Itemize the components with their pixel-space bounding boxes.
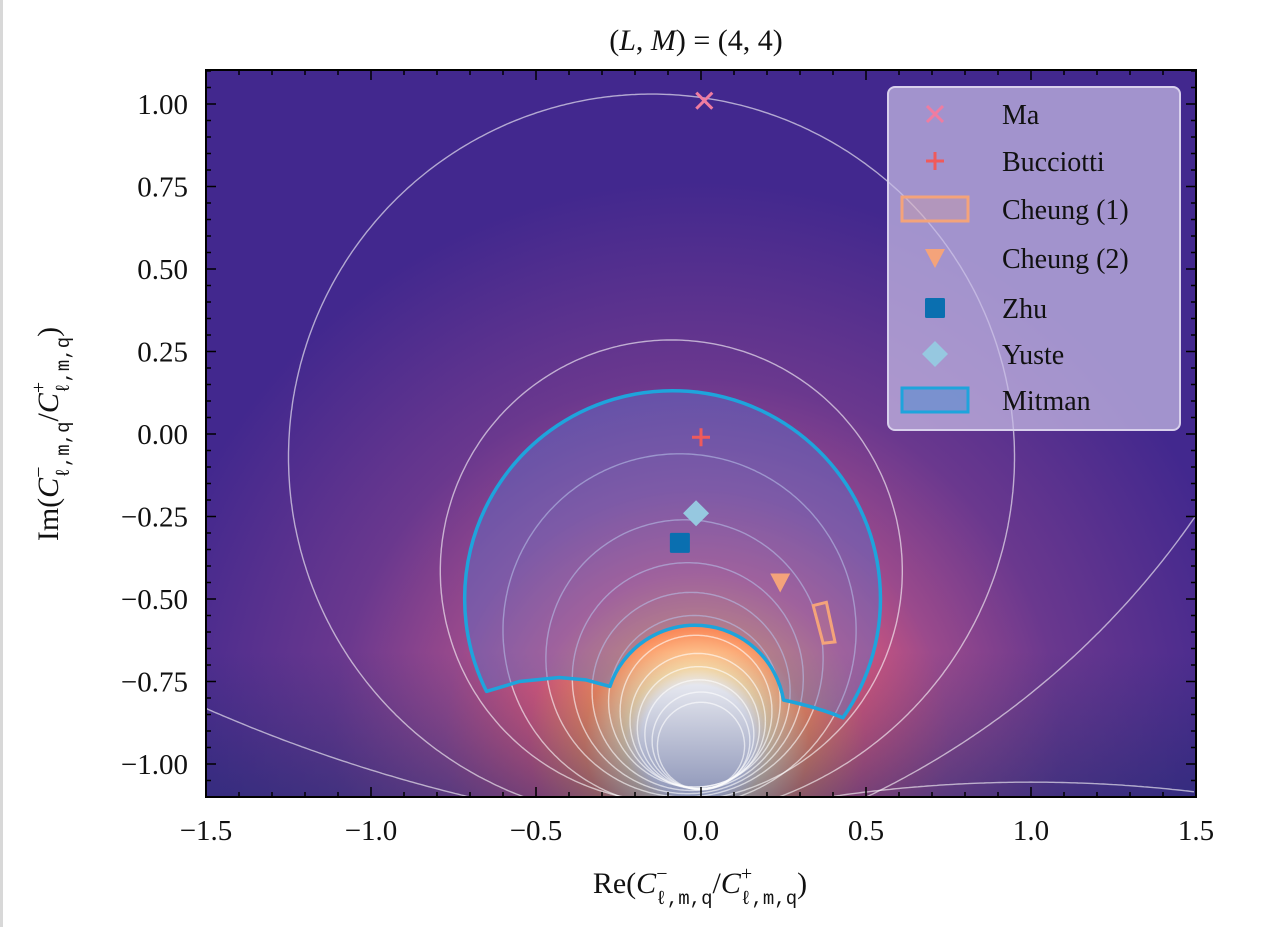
contour-line <box>545 519 824 797</box>
legend-marker-icon <box>925 298 945 318</box>
plus-marker-icon <box>926 152 944 170</box>
legend-item: Zhu <box>925 294 1047 325</box>
contour-line <box>206 707 1196 797</box>
legend-item: Cheung (2) <box>925 244 1129 275</box>
tick-marks <box>205 70 1197 798</box>
legend-item: Mitman <box>900 386 1091 417</box>
legend-item: Yuste <box>922 340 1064 371</box>
cheung1-region <box>811 600 837 645</box>
x-tick-label: 1.5 <box>1178 815 1214 847</box>
legend-marker-icon <box>925 249 945 268</box>
legend-marker-icon <box>900 386 970 414</box>
legend: Ma Bucciotti Cheung (1) Cheung (2) Zhu Yuste M… <box>887 86 1181 431</box>
y-tick-label: 0.25 <box>137 337 188 369</box>
y-tick-label: 0.75 <box>137 172 188 204</box>
y-tick-label: −0.25 <box>121 502 188 534</box>
plus-marker-icon <box>692 428 710 447</box>
legend-label: Cheung (2) <box>1002 244 1129 275</box>
x-tick-label: −1.0 <box>345 815 398 847</box>
legend-marker-icon <box>926 152 944 170</box>
y-tick-label: −0.75 <box>121 667 188 699</box>
legend-label: Zhu <box>1002 294 1047 325</box>
y-tick-label: 1.00 <box>137 89 188 121</box>
point-bucciotti <box>692 428 710 447</box>
legend-marker-icon <box>900 195 970 223</box>
legend-item: Ma <box>925 100 1040 131</box>
regions <box>462 388 883 720</box>
legend-label: Bucciotti <box>1002 147 1105 178</box>
x-marker-icon <box>925 104 945 124</box>
axis-ticks <box>205 70 1197 798</box>
x-tick-label: −1.5 <box>180 815 233 847</box>
x-tick-label: 0.5 <box>848 815 884 847</box>
window-edge <box>0 0 3 927</box>
point-ma <box>695 91 714 110</box>
contour-line <box>656 701 746 791</box>
contour-line <box>502 453 857 797</box>
contour-line <box>866 516 1196 797</box>
x-tick-label: −0.5 <box>510 815 563 847</box>
legend-label: Mitman <box>1002 386 1091 417</box>
legend-item: Bucciotti <box>926 147 1105 178</box>
data-points <box>669 91 791 593</box>
legend-marker-icon <box>925 104 945 124</box>
x-axis-label: Re(C− ℓ,m,q/C+ ℓ,m,q) <box>593 863 807 910</box>
y-tick-label: 0.50 <box>137 254 188 286</box>
legend-label: Cheung (1) <box>1002 195 1129 226</box>
contour-line <box>591 591 791 792</box>
y-tick-label: 0.00 <box>137 419 188 451</box>
y-tick-label: −0.50 <box>121 584 188 616</box>
point-yuste <box>683 500 710 527</box>
point-zhu <box>669 532 690 553</box>
x-tick-label: 1.0 <box>1013 815 1049 847</box>
legend-label: Yuste <box>1002 340 1064 371</box>
contour-line <box>824 781 1195 797</box>
mitman-region <box>462 388 883 720</box>
contour-line <box>651 691 751 791</box>
tick-labels: −1.5 −1.0 −0.5 0.0 0.5 1.0 1.5 1.00 0.75 0.50 0.25… <box>121 89 1214 847</box>
contour-line <box>439 339 903 797</box>
point-cheung-2- <box>770 573 791 593</box>
y-axis-label: Im(C− ℓ,m,q/C+ ℓ,m,q) <box>28 327 75 541</box>
y-tick-label: −1.00 <box>121 749 188 781</box>
chart-title: (L, M) = (4, 4) <box>609 24 783 57</box>
legend-item: Cheung (1) <box>900 195 1129 226</box>
legend-box <box>887 86 1181 431</box>
legend-marker-icon <box>922 341 948 367</box>
x-tick-label: 0.0 <box>683 815 719 847</box>
x-marker-icon <box>695 91 714 110</box>
legend-label: Ma <box>1002 100 1040 131</box>
